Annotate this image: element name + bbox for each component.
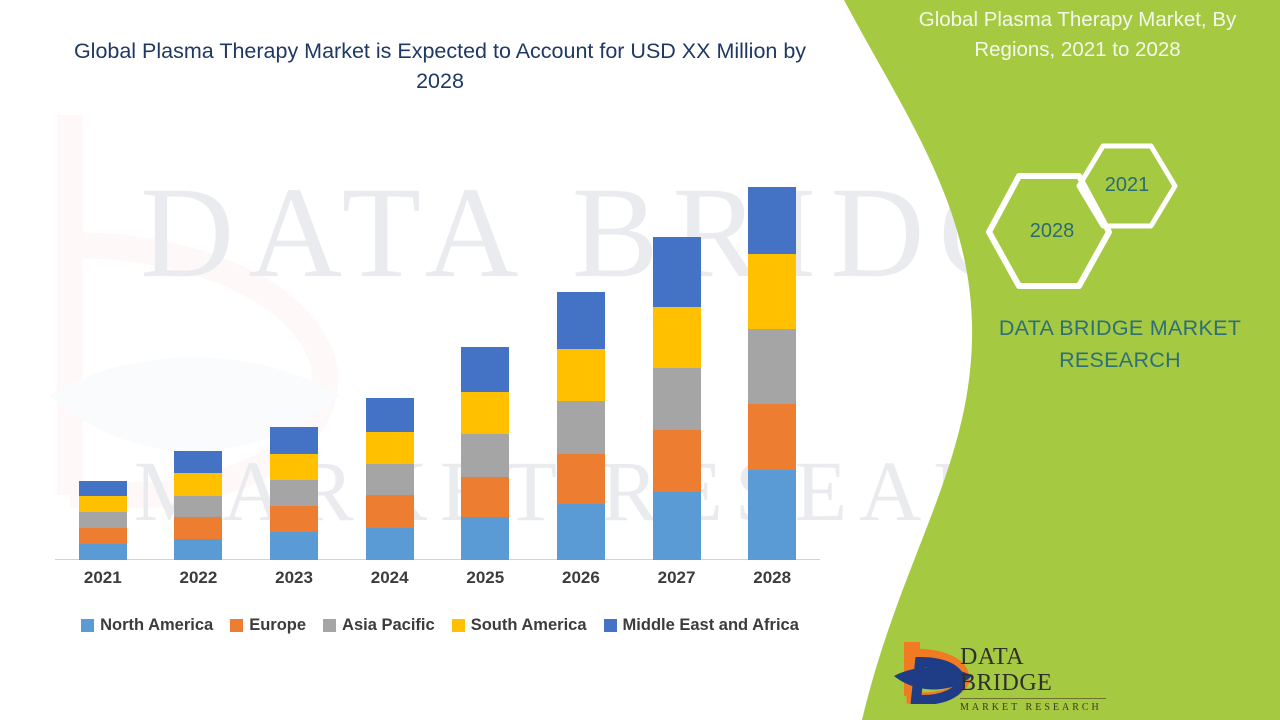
hexagon-badges <box>986 143 1178 289</box>
bar-segment[interactable] <box>270 454 319 480</box>
bar-segment[interactable] <box>556 504 605 560</box>
bar-slot <box>629 160 725 560</box>
bar-segment[interactable] <box>78 512 127 528</box>
legend-item[interactable]: Middle East and Africa <box>603 616 799 635</box>
bar-segment[interactable] <box>78 528 127 544</box>
bar-segment[interactable] <box>78 481 127 496</box>
chart-legend: North America Europe Asia Pacific South Ame… <box>55 616 825 635</box>
bar-segment[interactable] <box>78 496 127 512</box>
legend-swatch <box>451 619 465 632</box>
stacked-bar[interactable] <box>78 481 127 560</box>
bar-segment[interactable] <box>174 539 223 560</box>
stacked-bar[interactable] <box>365 398 414 560</box>
x-axis-label: 2026 <box>562 568 600 587</box>
x-axis-label: 2024 <box>370 568 409 587</box>
bar-segment[interactable] <box>270 427 319 454</box>
stacked-bar[interactable] <box>748 187 797 560</box>
legend-swatch <box>603 619 617 632</box>
hexagon-2028-icon <box>986 173 1112 289</box>
bar-segment[interactable] <box>78 544 127 560</box>
stacked-bar[interactable] <box>556 292 605 560</box>
bar-segment[interactable] <box>365 528 414 560</box>
legend-swatch <box>323 619 337 632</box>
legend-label: Europe <box>249 616 307 634</box>
legend-swatch <box>230 619 244 632</box>
bar-segment[interactable] <box>748 254 797 329</box>
logo-wordmark: DATA BRIDGE <box>960 644 1053 696</box>
bar-segment[interactable] <box>365 464 414 495</box>
bar-segment[interactable] <box>748 187 797 254</box>
legend-swatch <box>81 619 95 632</box>
legend-label: North America <box>100 616 214 634</box>
bar-segment[interactable] <box>174 496 223 517</box>
x-axis-labels: 2021 2022 2023 2024 2025 2026 2027 2028 <box>55 568 820 594</box>
bar-segment[interactable] <box>270 532 319 560</box>
bar-slot <box>246 160 342 560</box>
bar-slot <box>151 160 247 560</box>
bar-segment[interactable] <box>556 454 605 504</box>
x-axis-label: 2027 <box>657 568 696 587</box>
hexagon-2021-icon <box>1076 143 1178 229</box>
bar-segment[interactable] <box>270 506 319 532</box>
bar-slot <box>55 160 151 560</box>
bar-segment[interactable] <box>365 398 414 432</box>
bar-segment[interactable] <box>461 517 510 560</box>
bar-segment[interactable] <box>652 307 701 368</box>
x-axis-label: 2025 <box>466 568 505 587</box>
chart-title: Global Plasma Therapy Market is Expected… <box>73 39 807 93</box>
bar-segment[interactable] <box>556 349 605 401</box>
bar-segment[interactable] <box>461 434 510 477</box>
stacked-bar[interactable] <box>270 427 319 560</box>
bar-segment[interactable] <box>174 517 223 539</box>
bar-segment[interactable] <box>556 292 605 349</box>
bar-segment[interactable] <box>461 392 510 434</box>
legend-item[interactable]: Europe <box>230 616 306 635</box>
logo-text-block: DATA BRIDGE MARKET RESEARCH <box>960 644 1120 714</box>
stacked-bar[interactable] <box>652 237 701 560</box>
bar-segment[interactable] <box>748 329 797 404</box>
legend-item[interactable]: North America <box>81 616 213 635</box>
legend-item[interactable]: South America <box>451 616 587 635</box>
bar-segment[interactable] <box>556 401 605 454</box>
stacked-bar[interactable] <box>174 451 223 560</box>
x-axis-label: 2021 <box>83 568 122 587</box>
hexagon-2028-label: 2028 <box>1029 220 1075 242</box>
hexagon-2021-label: 2021 <box>1104 174 1150 196</box>
chart-plot-area <box>55 160 820 560</box>
bar-segment[interactable] <box>365 432 414 464</box>
legend-item[interactable]: Asia Pacific <box>323 616 435 635</box>
legend-label: Middle East and Africa <box>622 616 799 634</box>
x-axis-label: 2028 <box>753 568 792 587</box>
bar-segment[interactable] <box>174 473 223 496</box>
bar-segment[interactable] <box>461 477 510 517</box>
bar-segment[interactable] <box>748 404 797 470</box>
bar-segment[interactable] <box>270 480 319 506</box>
bar-slot <box>724 160 820 560</box>
bar-segment[interactable] <box>652 430 701 492</box>
bar-segment[interactable] <box>652 492 701 560</box>
x-axis-line <box>55 559 820 560</box>
panel-title: Global Plasma Therapy Market, By Regions… <box>918 8 1237 61</box>
x-axis-label: 2023 <box>275 568 313 587</box>
bar-slot <box>533 160 629 560</box>
databridge-logo-icon <box>894 642 972 704</box>
stacked-bar[interactable] <box>461 347 510 560</box>
bar-segment[interactable] <box>652 368 701 430</box>
bar-slot <box>438 160 534 560</box>
logo-divider <box>960 698 1106 699</box>
bar-segment[interactable] <box>748 470 797 560</box>
bar-segment[interactable] <box>652 237 701 307</box>
legend-label: Asia Pacific <box>342 616 435 634</box>
logo-tagline: MARKET RESEARCH <box>960 702 1102 713</box>
bar-segment[interactable] <box>365 495 414 528</box>
bar-segment[interactable] <box>461 347 510 392</box>
bar-slot <box>342 160 438 560</box>
legend-label: South America <box>470 616 587 634</box>
bar-segment[interactable] <box>174 451 223 473</box>
panel-brand-text: DATA BRIDGE MARKET RESEARCH <box>998 316 1242 372</box>
x-axis-label: 2022 <box>179 568 218 587</box>
